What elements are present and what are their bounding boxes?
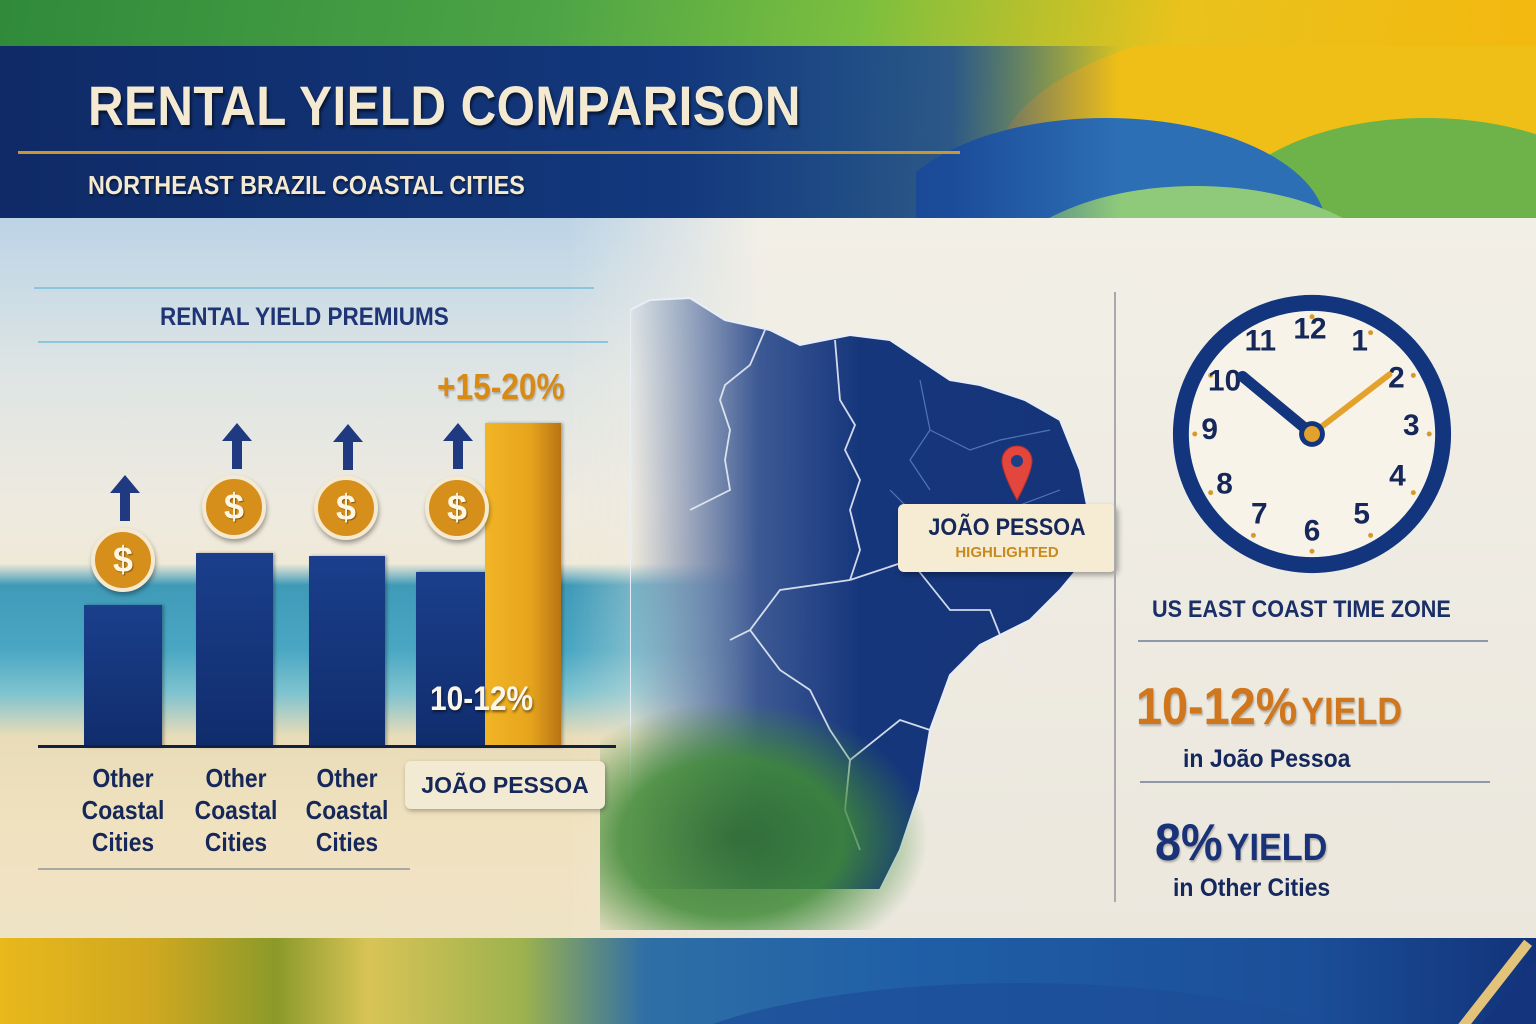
time-zone-label: US EAST COAST TIME ZONE <box>1152 596 1451 623</box>
bar-other-city-3 <box>309 556 385 747</box>
right-column-divider <box>1114 292 1116 902</box>
dollar-coin-icon: $ <box>91 528 155 592</box>
bar-other-city-1 <box>84 605 162 747</box>
bar-joao-pessoa-premium <box>485 423 561 747</box>
chart-baseline <box>38 745 616 748</box>
time-zone-rule <box>1138 640 1488 642</box>
page-title: RENTAL YIELD COMPARISON <box>88 74 801 137</box>
category-label: Other Coastal Cities <box>305 763 389 857</box>
svg-text:3: 3 <box>1403 409 1420 442</box>
footer-arc <box>640 983 1400 1024</box>
chart-title-bottom-rule <box>38 341 608 343</box>
other-cities-yield: 8% YIELD <box>1155 814 1328 872</box>
premium-label: +15-20% <box>437 366 565 407</box>
svg-text:6: 6 <box>1304 514 1321 547</box>
svg-text:5: 5 <box>1353 497 1370 530</box>
map-city-highlight-tag: HIGHLIGHTED <box>955 544 1059 561</box>
palm-trees-decoration <box>600 700 930 930</box>
category-label: Other Coastal Cities <box>81 763 165 857</box>
svg-text:11: 11 <box>1245 325 1277 358</box>
dollar-coin-icon: $ <box>202 475 266 539</box>
svg-text:4: 4 <box>1389 460 1406 493</box>
map-city-label: JOÃO PESSOA HIGHLIGHTED <box>898 504 1116 572</box>
map-pin-icon <box>1001 445 1033 502</box>
svg-text:12: 12 <box>1293 313 1326 346</box>
dollar-coin-icon: $ <box>314 476 378 540</box>
dollar-coin-icon: $ <box>425 476 489 540</box>
chart-bottom-rule <box>38 868 410 870</box>
bar-other-city-2 <box>196 553 273 747</box>
svg-text:10: 10 <box>1208 364 1241 397</box>
footer-decoration <box>0 938 1536 1024</box>
svg-text:9: 9 <box>1201 413 1218 446</box>
highlight-category-label: JOÃO PESSOA <box>405 761 605 809</box>
title-banner <box>0 46 1120 218</box>
clock-icon: 12 1 2 3 4 5 6 7 8 9 10 11 <box>1172 294 1452 574</box>
joao-pessoa-yield: 10-12% YIELD <box>1136 678 1403 736</box>
up-arrow-icon <box>333 424 363 470</box>
bar-value-label: 10-12% <box>430 680 534 718</box>
chart-title-top-rule <box>34 287 594 289</box>
page-subtitle: NORTHEAST BRAZIL COASTAL CITIES <box>88 170 525 200</box>
up-arrow-icon <box>222 423 252 469</box>
up-arrow-icon <box>110 475 140 521</box>
chart-title: RENTAL YIELD PREMIUMS <box>160 303 449 331</box>
svg-text:7: 7 <box>1251 497 1268 530</box>
yield-divider <box>1140 781 1490 783</box>
map-city-name: JOÃO PESSOA <box>928 514 1086 541</box>
svg-text:1: 1 <box>1351 325 1368 358</box>
svg-text:8: 8 <box>1216 468 1233 501</box>
category-label: Other Coastal Cities <box>194 763 278 857</box>
other-cities-yield-caption: in Other Cities <box>1173 874 1331 902</box>
svg-text:2: 2 <box>1388 361 1405 394</box>
joao-pessoa-yield-caption: in João Pessoa <box>1183 745 1351 773</box>
bar-joao-pessoa-base <box>416 572 485 747</box>
up-arrow-icon <box>443 423 473 469</box>
title-divider <box>18 151 960 154</box>
